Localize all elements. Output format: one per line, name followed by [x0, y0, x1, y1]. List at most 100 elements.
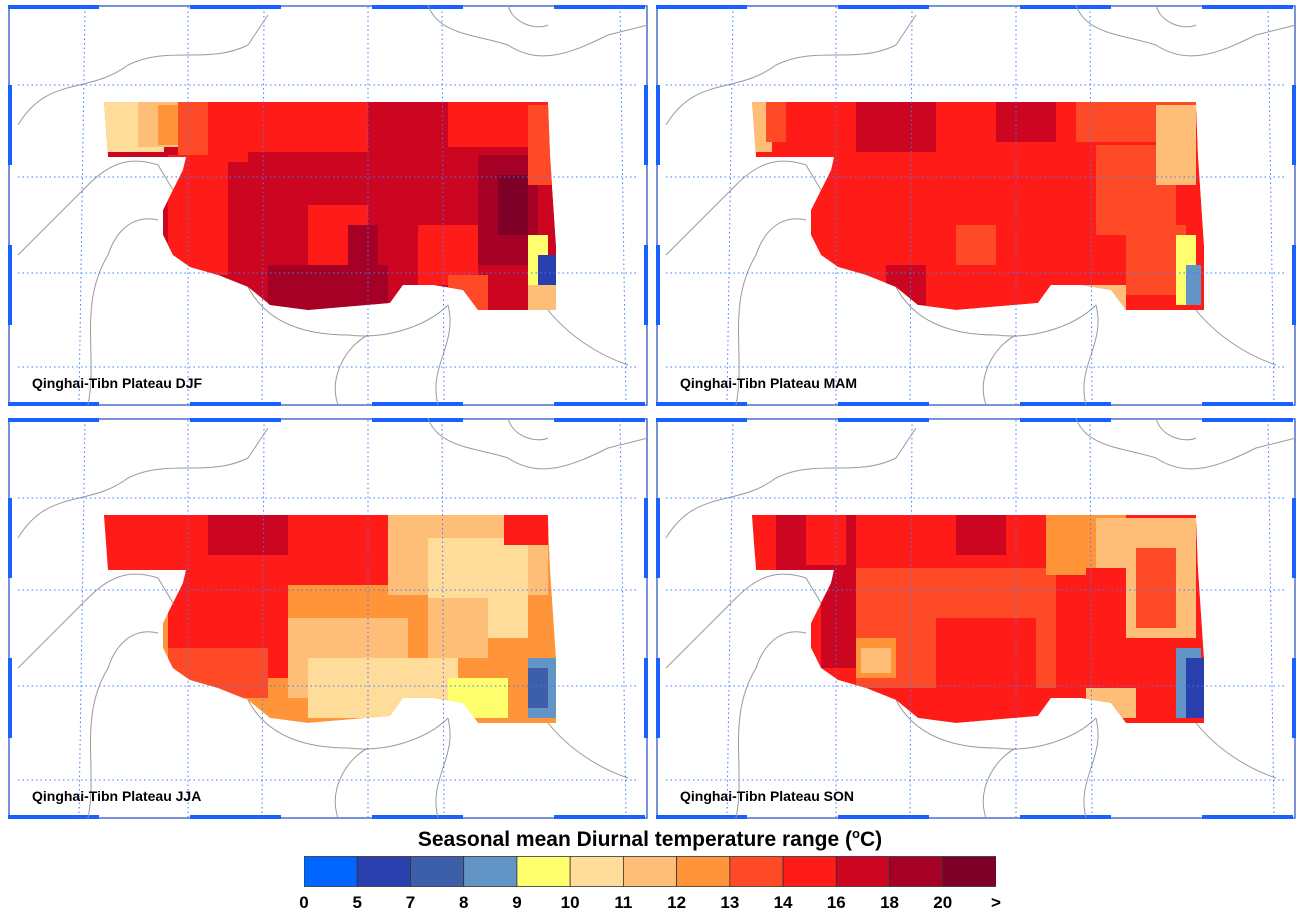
panel-label: Qinghai-Tibn Plateau MAM — [680, 375, 858, 391]
dtr-cell-block — [1156, 105, 1196, 185]
country-border — [982, 747, 1017, 819]
dtr-field — [752, 102, 1204, 310]
graticule-meridian — [909, 6, 913, 405]
frame-tick — [644, 658, 648, 738]
dtr-base-region — [752, 102, 1204, 310]
colorbar-tick-label: 0 — [299, 893, 309, 912]
colorbar-tick-label: > — [991, 893, 1001, 912]
frame-tick — [372, 5, 463, 9]
colorbar-tick-label: 8 — [458, 893, 469, 912]
frame-tick — [554, 418, 645, 422]
country-border — [435, 717, 451, 819]
dtr-field — [104, 515, 556, 723]
frame-tick — [8, 658, 12, 738]
dtr-cell-block — [528, 285, 556, 310]
frame-tick — [1292, 245, 1296, 325]
frame-tick — [554, 5, 645, 9]
dtr-field — [752, 515, 1204, 723]
country-border — [665, 160, 822, 256]
dtr-cell-block — [1136, 548, 1176, 628]
country-border — [1195, 309, 1277, 366]
frame-tick — [190, 815, 281, 819]
frame-tick — [1202, 418, 1293, 422]
frame-tick — [644, 245, 648, 325]
frame-tick — [1202, 815, 1293, 819]
frame-tick — [1202, 402, 1293, 406]
country-border — [665, 573, 822, 669]
colorbar-swatch — [835, 856, 890, 887]
frame-tick — [838, 402, 929, 406]
country-border — [17, 160, 174, 256]
colorbar — [304, 856, 996, 887]
colorbar-tick-label: 14 — [773, 893, 793, 912]
country-border — [1075, 5, 1296, 57]
frame-tick — [656, 498, 660, 578]
country-border — [334, 334, 369, 406]
frame-tick — [838, 5, 929, 9]
graticule-meridian — [726, 419, 734, 818]
panel-label: Qinghai-Tibn Plateau DJF — [32, 375, 203, 391]
graticule-meridian — [619, 419, 627, 818]
frame-tick — [8, 5, 99, 9]
dtr-cell-block — [766, 102, 786, 142]
country-border — [1195, 722, 1277, 779]
graticule-meridian — [78, 419, 86, 818]
colorbar-swatch — [782, 856, 837, 887]
graticule-meridian — [78, 6, 86, 405]
map-jja — [8, 418, 648, 819]
dtr-cell-block — [861, 648, 891, 673]
colorbar-tick-label: 12 — [667, 893, 687, 912]
frame-tick — [190, 418, 281, 422]
country-border — [1155, 418, 1197, 441]
frame-tick — [1020, 5, 1111, 9]
country-border — [507, 5, 549, 28]
colorbar-swatch — [889, 856, 944, 887]
frame-tick — [8, 815, 99, 819]
dtr-cell-block — [1186, 658, 1204, 718]
graticule-meridian — [1267, 6, 1275, 405]
dtr-cell-block — [936, 618, 1036, 698]
colorbar-swatch — [622, 856, 678, 887]
map-panel-jja: Qinghai-Tibn Plateau JJA — [8, 418, 648, 819]
country-border — [665, 14, 917, 126]
map-panel-son: Qinghai-Tibn Plateau SON — [656, 418, 1296, 819]
country-border — [665, 427, 917, 539]
graticule-meridian — [441, 419, 445, 818]
dtr-cell-block — [1186, 265, 1201, 305]
country-border — [547, 722, 629, 779]
colorbar-tick-label: 20 — [933, 893, 953, 912]
frame-tick — [1292, 658, 1296, 738]
map-mam — [656, 5, 1296, 406]
graticule-meridian — [1089, 419, 1093, 818]
frame-tick — [838, 418, 929, 422]
dtr-cell-block — [428, 598, 488, 658]
country-border — [982, 334, 1017, 406]
frame-tick — [1020, 402, 1111, 406]
frame-tick — [1292, 85, 1296, 165]
country-border — [17, 573, 174, 669]
frame-tick — [372, 815, 463, 819]
frame-tick — [554, 402, 645, 406]
colorbar-swatch — [304, 856, 358, 887]
frame-tick — [838, 815, 929, 819]
colorbar-tick-label: 13 — [720, 893, 740, 912]
frame-tick — [1292, 498, 1296, 578]
dtr-cell-block — [806, 515, 846, 565]
colorbar-tick-label: 11 — [614, 893, 633, 912]
frame-tick — [656, 418, 747, 422]
colorbar-title-end: C) — [859, 828, 883, 851]
country-border — [507, 418, 549, 441]
graticule-meridian — [909, 419, 913, 818]
frame-tick — [656, 402, 747, 406]
dtr-cell-block — [856, 102, 936, 152]
dtr-cell-block — [208, 515, 288, 555]
frame-tick — [190, 402, 281, 406]
country-border — [1155, 5, 1197, 28]
dtr-cell-block — [528, 668, 548, 708]
dtr-cell-block — [956, 225, 996, 265]
frame-tick — [8, 402, 99, 406]
country-border — [427, 418, 648, 470]
dtr-cell-block — [752, 515, 772, 555]
colorbar-tick-label: 18 — [880, 893, 899, 912]
frame-tick — [8, 85, 12, 165]
